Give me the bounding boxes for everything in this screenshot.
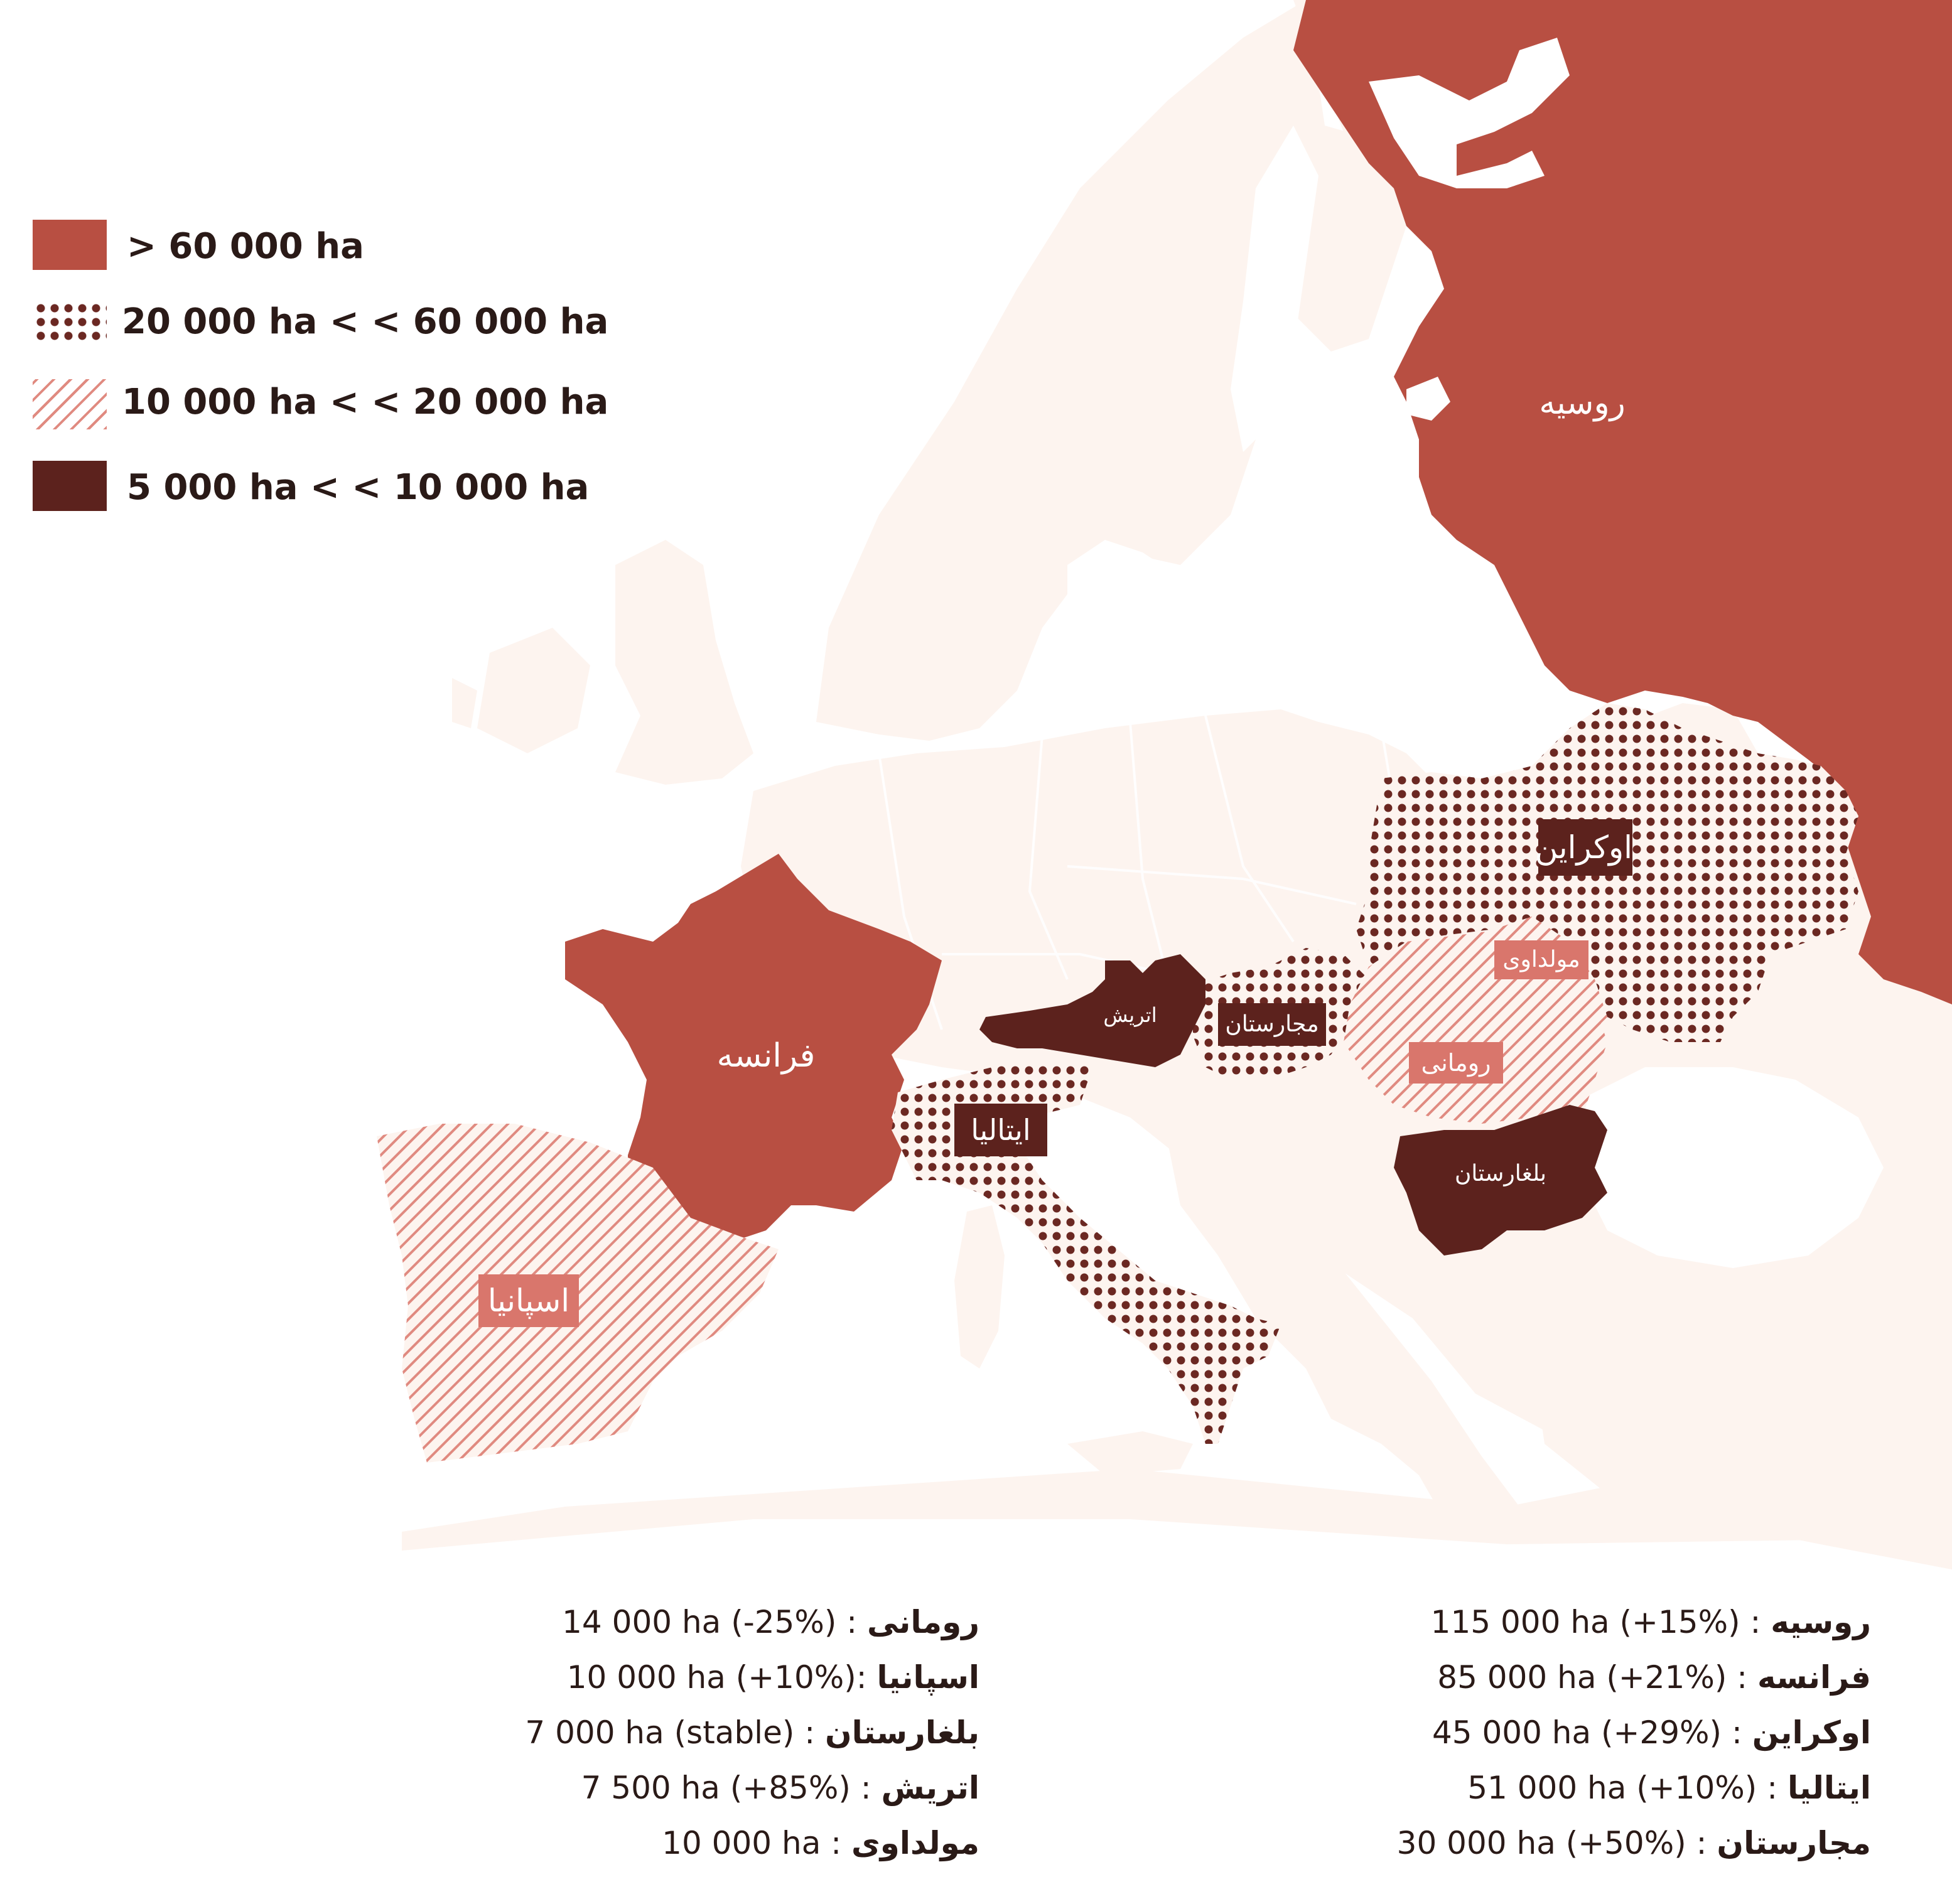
stat-value: 10 000 ha (+10%): [566, 1659, 856, 1696]
stats-right: روسیه : 115 000 ha (+15%) فرانسه : 85 00…: [1350, 1595, 1871, 1871]
stat-row: اسپانیا :10 000 ha (+10%): [502, 1650, 979, 1705]
stats-left: رومانی : 14 000 ha (-25%) اسپانیا :10 00…: [502, 1595, 979, 1871]
label-bulgaria: بلغارستان: [1454, 1161, 1547, 1186]
label-hungary: مجارستان: [1218, 1003, 1326, 1046]
north-africa: [402, 1456, 1952, 1551]
stat-name: اوکراین: [1752, 1714, 1871, 1751]
region-russia: [1293, 0, 1952, 1004]
stat-row: مولداوی : 10 000 ha: [502, 1815, 979, 1871]
stat-sep: :: [1686, 1825, 1717, 1861]
legend-label: 5 000 ha < < 10 000 ha: [127, 467, 590, 508]
stat-name: اسپانیا: [876, 1659, 979, 1696]
stat-name: ایتالیا: [1787, 1770, 1871, 1806]
stat-name: رومانی: [867, 1604, 979, 1640]
stat-sep: :: [1722, 1714, 1752, 1751]
stat-row: رومانی : 14 000 ha (-25%): [502, 1595, 979, 1650]
stat-name: روسیه: [1771, 1604, 1871, 1640]
label-italy: ایتالیا: [954, 1104, 1047, 1156]
legend-swatch-solid-dark: [33, 461, 107, 511]
iceland-edge: [452, 678, 477, 728]
stat-name: مجارستان: [1717, 1825, 1871, 1861]
legend-label: 10 000 ha < < 20 000 ha: [122, 382, 609, 422]
region-france: [565, 854, 942, 1243]
stat-row: فرانسه : 85 000 ha (+21%): [1350, 1650, 1871, 1705]
balkans-greece: [1168, 1143, 1519, 1532]
black-sea: [1570, 1067, 1884, 1268]
seas: [1030, 126, 1884, 1369]
baltic-sea: [1067, 452, 1406, 691]
legend-swatch-solid-red: [33, 220, 107, 270]
stat-value: 115 000 ha (+15%): [1430, 1604, 1740, 1640]
region-austria: [979, 954, 1205, 1067]
legend-item-high: > 60 000 ha: [33, 220, 598, 270]
legend-label: 20 000 ha < < 60 000 ha: [122, 301, 609, 342]
legend-item-hatch: 10 000 ha < < 20 000 ha: [33, 379, 608, 429]
sicily: [1067, 1431, 1193, 1475]
stat-name: فرانسه: [1757, 1659, 1871, 1696]
stat-row: اتریش : 7 500 ha (+85%): [502, 1760, 979, 1815]
stat-sep: :: [850, 1770, 882, 1806]
region-italy: [892, 1061, 1281, 1444]
stat-row: ایتالیا : 51 000 ha (+10%): [1350, 1760, 1871, 1815]
label-france: فرانسه: [716, 1037, 816, 1075]
stat-value: 10 000 ha: [662, 1825, 821, 1861]
legend-item-low: 5 000 ha < < 10 000 ha: [33, 461, 598, 511]
label-ukraine: اوکراین: [1535, 819, 1632, 876]
stat-sep: :: [1727, 1659, 1758, 1696]
stat-value: 7 000 ha (stable): [525, 1714, 795, 1751]
legend-item-dots: 20 000 ha < < 60 000 ha: [33, 300, 608, 344]
stat-value: 51 000 ha (+10%): [1467, 1770, 1757, 1806]
stat-sep: :: [856, 1659, 877, 1696]
stat-row: بلغارستان : 7 000 ha (stable): [502, 1705, 979, 1760]
stat-value: 30 000 ha (+50%): [1396, 1825, 1686, 1861]
uk: [615, 540, 753, 785]
stat-value: 85 000 ha (+21%): [1437, 1659, 1727, 1696]
stat-name: اتریش: [881, 1770, 979, 1806]
white-sea: [1369, 38, 1570, 188]
stat-value: 14 000 ha (-25%): [562, 1604, 837, 1640]
legend-label: > 60 000 ha: [127, 226, 364, 267]
stat-row: اوکراین : 45 000 ha (+29%): [1350, 1705, 1871, 1760]
label-moldova: مولداوی: [1494, 940, 1588, 979]
stat-sep: :: [1740, 1604, 1771, 1640]
ireland: [477, 628, 590, 753]
region-bulgaria: [1394, 1105, 1607, 1256]
scandinavia: [816, 0, 1381, 741]
stat-sep: :: [794, 1714, 825, 1751]
label-russia: روسیه: [1539, 384, 1626, 422]
label-spain: اسپانیا: [478, 1274, 579, 1327]
stat-row: مجارستان : 30 000 ha (+50%): [1350, 1815, 1871, 1871]
legend-swatch-dots: [33, 300, 107, 344]
lake-ladoga: [1406, 377, 1450, 421]
label-romania: رومانی: [1409, 1042, 1503, 1084]
stat-sep: :: [836, 1604, 868, 1640]
stat-sep: :: [821, 1825, 851, 1861]
corsica-sardinia: [954, 1205, 1005, 1369]
stat-sep: :: [1757, 1770, 1788, 1806]
legend-swatch-hatch: [33, 379, 107, 429]
label-austria: اتریش: [1103, 1003, 1157, 1027]
stat-value: 7 500 ha (+85%): [581, 1770, 851, 1806]
stat-name: مولداوی: [851, 1825, 979, 1861]
gulf-bothnia: [1231, 126, 1318, 452]
stat-value: 45 000 ha (+29%): [1432, 1714, 1722, 1751]
stat-row: روسیه : 115 000 ha (+15%): [1350, 1595, 1871, 1650]
stat-name: بلغارستان: [825, 1714, 979, 1751]
